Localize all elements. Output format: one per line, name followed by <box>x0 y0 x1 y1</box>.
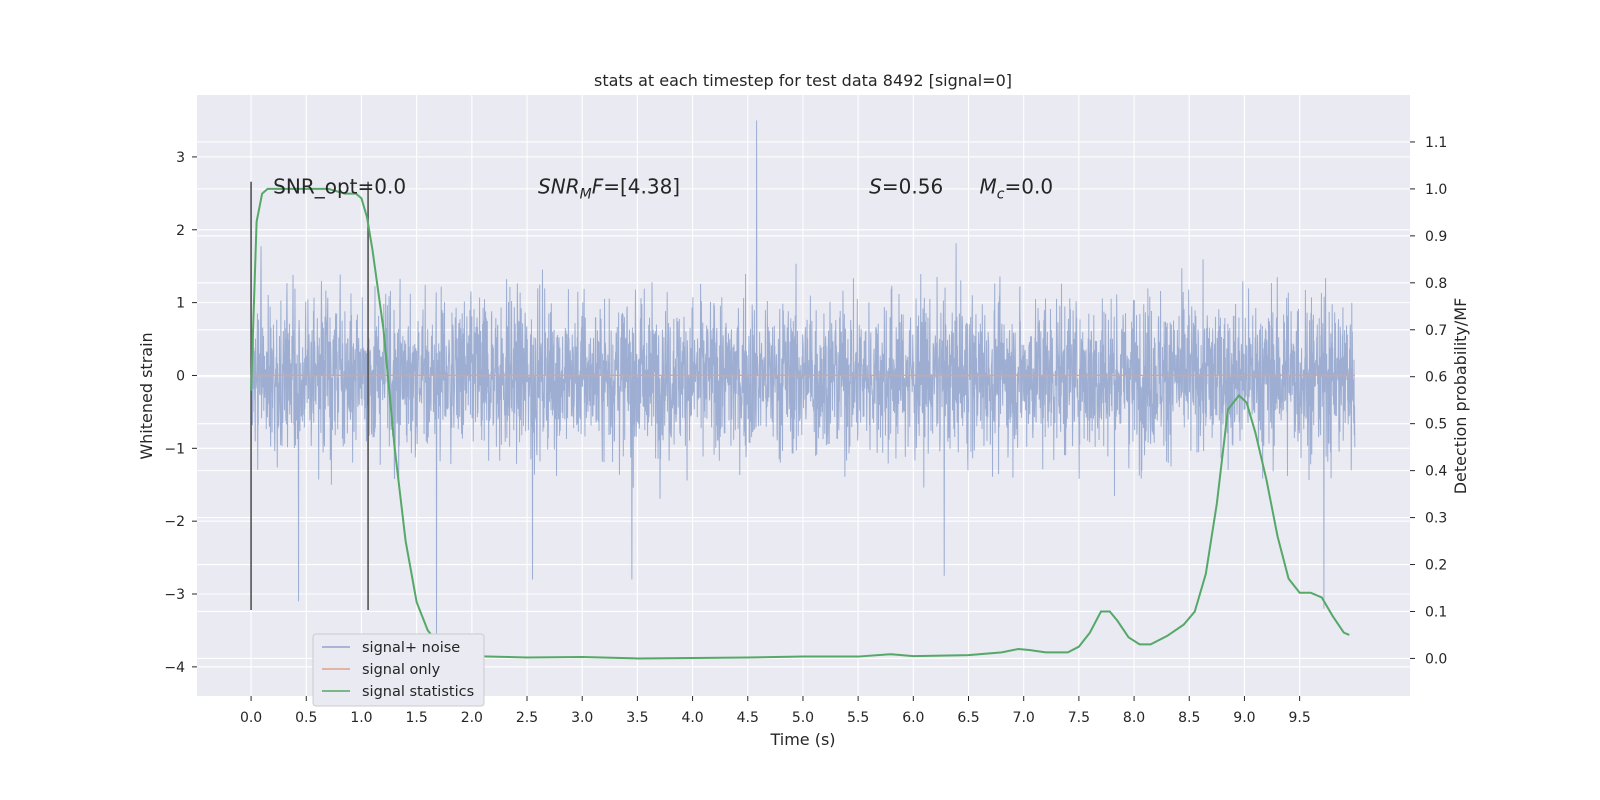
x-tick-label: 3.0 <box>571 710 593 726</box>
marker-lines <box>250 181 369 611</box>
y2-tick-label: 1.1 <box>1425 135 1447 151</box>
x-tick-label: 1.5 <box>406 710 428 726</box>
annotation-snr-mf-label: SNR <box>538 175 580 199</box>
y-tick-label: 0 <box>176 368 185 384</box>
y2-axis-label: Detection probability/MF <box>1451 298 1470 495</box>
x-axis-label: Time (s) <box>769 730 835 749</box>
annotation-mc-value: =0.0 <box>1005 175 1054 199</box>
annotation-snr-mf-value: =[4.38] <box>603 175 680 199</box>
x-tick-label: 0.5 <box>295 710 317 726</box>
annotation-s-label: S <box>869 175 882 199</box>
y-axis-ticks: 3 2 1 0 −1 −2 −3 −4 <box>164 150 197 676</box>
y2-tick-label: 0.4 <box>1425 464 1447 480</box>
y-axis-label: Whitened strain <box>137 332 156 459</box>
legend-label-signal-noise: signal+ noise <box>362 640 460 656</box>
y-tick-label: −2 <box>164 514 185 530</box>
legend: signal+ noise signal only signal statist… <box>312 633 485 707</box>
y2-tick-label: 0.3 <box>1425 511 1447 527</box>
x-tick-label: 5.0 <box>792 710 814 726</box>
y2-tick-label: 0.1 <box>1425 604 1447 620</box>
x-tick-label: 7.0 <box>1013 710 1035 726</box>
x-tick-label: 2.5 <box>516 710 538 726</box>
x-tick-label: 6.5 <box>957 710 979 726</box>
y-tick-label: 3 <box>176 150 185 166</box>
annotation-s: S=0.56 <box>869 175 943 199</box>
x-tick-label: 3.5 <box>626 710 648 726</box>
annotation-mc-label: M <box>980 175 997 199</box>
x-tick-label: 0.0 <box>240 710 262 726</box>
x-axis-ticks: 0.0 0.5 1.0 1.5 2.0 2.5 3.0 3.5 4.0 4.5 5.0 5.5 6.0 6… <box>240 696 1311 726</box>
y-tick-label: 2 <box>176 223 185 239</box>
statistics-line <box>250 187 1350 660</box>
y-tick-label: −4 <box>164 660 185 676</box>
y2-tick-label: 0.7 <box>1425 323 1447 339</box>
x-tick-label: 2.0 <box>461 710 483 726</box>
x-tick-label: 4.0 <box>681 710 703 726</box>
annotation-snr-mf: SNRMF=[4.38] <box>538 175 680 203</box>
x-tick-label: 7.5 <box>1068 710 1090 726</box>
x-tick-label: 5.5 <box>847 710 869 726</box>
y2-tick-label: 1.0 <box>1425 182 1447 198</box>
y-tick-label: 1 <box>176 296 185 312</box>
y2-axis-ticks: 1.1 1.0 0.9 0.8 0.7 0.6 0.5 0.4 0.3 0.2 0.1 0.0 <box>1410 135 1447 667</box>
annotation-snr-mf-sub: M <box>580 187 592 203</box>
x-tick-label: 8.0 <box>1123 710 1145 726</box>
legend-box <box>312 633 485 707</box>
noise-trace <box>250 120 1356 638</box>
y-tick-label: −3 <box>164 587 185 603</box>
x-tick-label: 9.5 <box>1288 710 1310 726</box>
x-tick-label: 9.0 <box>1233 710 1255 726</box>
annotation-mc-sub: c <box>997 187 1005 203</box>
annotations: SNR_opt=0.0 SNRMF=[4.38] S=0.56 Mc=0.0 <box>273 175 1053 203</box>
legend-label-signal-only: signal only <box>362 662 441 678</box>
annotation-mc: Mc=0.0 <box>980 175 1054 203</box>
y2-tick-label: 0.9 <box>1425 229 1447 245</box>
y2-tick-label: 0.0 <box>1425 651 1447 667</box>
y2-tick-label: 0.2 <box>1425 558 1447 574</box>
x-tick-label: 6.0 <box>902 710 924 726</box>
annotation-snr-opt: SNR_opt=0.0 <box>273 175 406 199</box>
y2-tick-label: 0.6 <box>1425 370 1447 386</box>
x-tick-label: 4.5 <box>737 710 759 726</box>
chart-title: stats at each timestep for test data 849… <box>594 71 1012 90</box>
annotation-s-value: =0.56 <box>882 175 943 199</box>
annotation-snr-mf-tail: F <box>592 175 604 199</box>
y-tick-label: −1 <box>164 441 185 457</box>
series-signal-noise <box>250 120 1356 638</box>
y2-tick-label: 0.5 <box>1425 417 1447 433</box>
x-tick-label: 1.0 <box>350 710 372 726</box>
x-tick-label: 8.5 <box>1178 710 1200 726</box>
y2-tick-label: 0.8 <box>1425 276 1447 292</box>
legend-label-signal-statistics: signal statistics <box>362 684 474 700</box>
series-signal-statistics <box>250 187 1350 660</box>
